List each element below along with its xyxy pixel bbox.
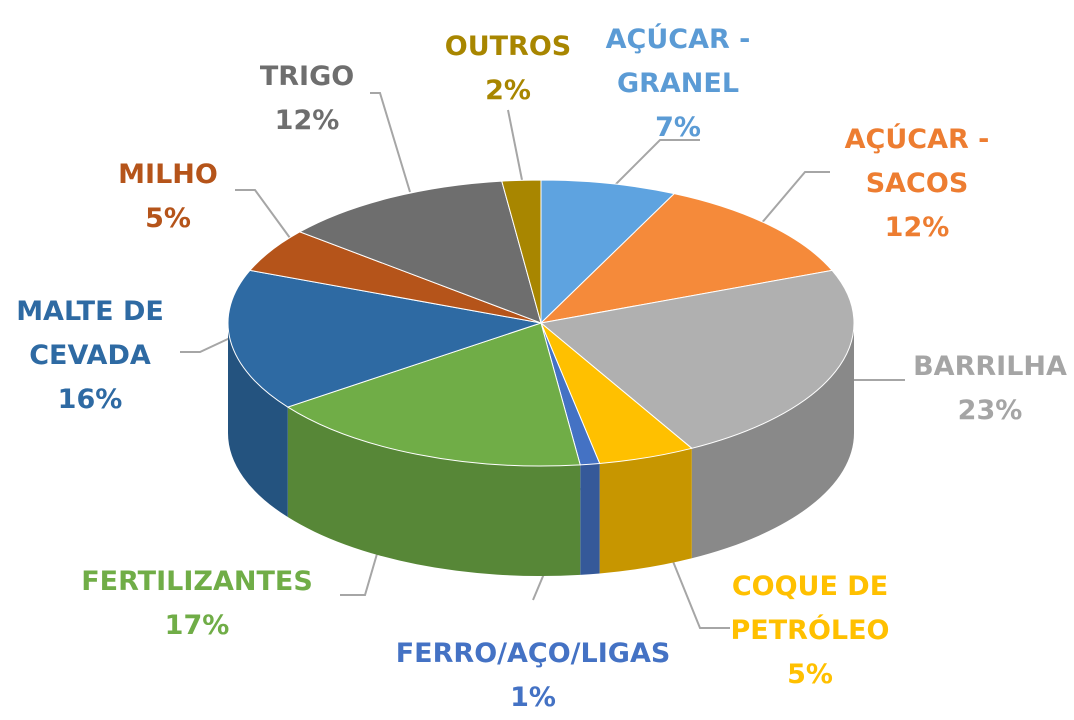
data-label: MILHO 5% — [68, 153, 268, 241]
percent-label: 12% — [274, 105, 340, 136]
category-label: OUTROS — [444, 31, 572, 62]
category-label: AÇÚCAR - GRANEL — [605, 24, 751, 99]
data-label: FERTILIZANTES 17% — [47, 560, 347, 648]
leader-line — [759, 171, 830, 226]
percent-label: 7% — [655, 112, 701, 143]
leader-line — [370, 92, 411, 193]
pie-slice — [227, 269, 542, 408]
category-label: FERTILIZANTES — [81, 566, 313, 597]
percent-label: 1% — [510, 682, 556, 713]
pie-slice — [540, 179, 676, 325]
leader-line — [180, 337, 231, 353]
category-label: FERRO/AÇO/LIGAS — [395, 638, 671, 669]
data-label: BARRILHA 23% — [840, 345, 1074, 433]
percent-label: 16% — [57, 384, 123, 415]
percent-label: 2% — [485, 75, 531, 106]
percent-label: 17% — [164, 610, 230, 641]
pie-slice — [539, 193, 833, 324]
data-label: OUTROS 2% — [408, 25, 608, 113]
category-label: MALTE DE CEVADA — [16, 296, 164, 371]
data-label: FERRO/AÇO/LIGAS 1% — [373, 632, 693, 720]
pie-side — [287, 407, 581, 576]
pie-slice — [286, 322, 581, 467]
leader-line — [235, 189, 291, 239]
percent-label: 5% — [145, 203, 191, 234]
pie-sides — [228, 323, 854, 576]
data-label: AÇÚCAR - SACOS 12% — [817, 118, 1017, 250]
leader-line — [507, 109, 523, 181]
leader-line — [609, 139, 700, 191]
pie-side — [228, 323, 288, 518]
category-label: COQUE DE PETRÓLEO — [730, 571, 890, 646]
data-label: COQUE DE PETRÓLEO 5% — [715, 565, 905, 697]
category-label: TRIGO — [259, 61, 355, 92]
pie-slice — [501, 179, 542, 324]
percent-label: 5% — [787, 659, 833, 690]
category-label: BARRILHA — [913, 351, 1067, 382]
percent-label: 12% — [884, 212, 950, 243]
data-label: TRIGO 12% — [207, 55, 407, 143]
pie-side — [599, 448, 692, 574]
category-label: MILHO — [118, 159, 218, 190]
percent-label: 23% — [957, 395, 1023, 426]
data-label: AÇÚCAR - GRANEL 7% — [578, 18, 778, 150]
pie-slice — [298, 180, 542, 324]
pie-side — [691, 323, 854, 559]
category-label: AÇÚCAR - SACOS — [844, 124, 990, 199]
data-label: MALTE DE CEVADA 16% — [0, 290, 185, 422]
pie-side — [580, 463, 600, 575]
pie-top — [227, 179, 855, 467]
pie-slice — [539, 269, 855, 449]
